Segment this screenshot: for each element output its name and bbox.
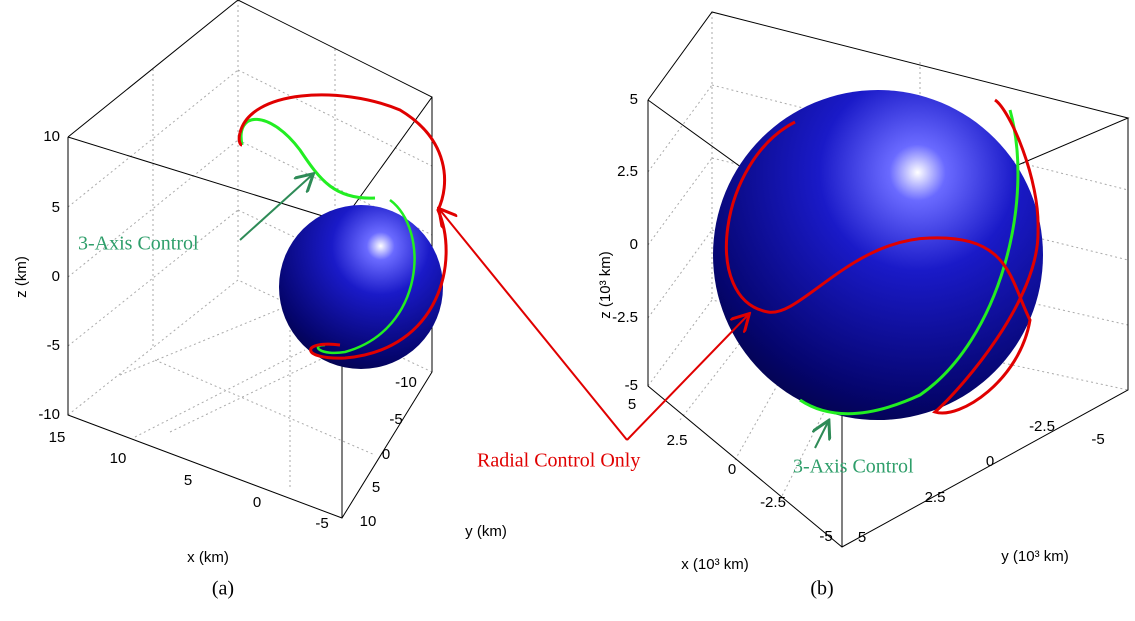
annotation: Radial Control Only: [477, 450, 640, 472]
tick-label: 5: [630, 91, 638, 108]
trajectory-3axis: [316, 199, 416, 355]
tick-label: 2.5: [667, 432, 688, 449]
tick-label: 5: [858, 529, 866, 546]
trajectory-3axis: [239, 117, 376, 200]
tick-label: -2.5: [1029, 418, 1055, 435]
tick-label: 5: [372, 479, 380, 496]
tick-label: 0: [728, 461, 736, 478]
tick-label: 5: [628, 396, 636, 413]
tick-label: 2.5: [925, 489, 946, 506]
tick-label: 0: [52, 268, 60, 285]
trajectory-radial: [725, 98, 1040, 415]
axis-label: z (10³ km): [597, 251, 614, 319]
tick-label: -2.5: [760, 494, 786, 511]
trajectory-radial: [237, 132, 243, 147]
annotation: 3-Axis Control: [78, 233, 199, 255]
tick-label: -5: [625, 377, 638, 394]
sphere: [713, 90, 1043, 420]
tick-label: -10: [395, 374, 417, 391]
caption: (b): [810, 578, 833, 600]
tick-label: -5: [47, 337, 60, 354]
arrow: [626, 315, 748, 441]
tick-label: 10: [110, 450, 127, 467]
arrow: [815, 422, 828, 449]
tick-label: 10: [360, 513, 377, 530]
axis-label: x (10³ km): [681, 556, 749, 573]
tick-label: 0: [986, 453, 994, 470]
tick-label: 5: [52, 199, 60, 216]
tick-label: 10: [43, 128, 60, 145]
tick-label: 0: [630, 236, 638, 253]
tick-label: -5: [389, 411, 402, 428]
annotation: 3-Axis Control: [793, 456, 914, 478]
arrow: [440, 210, 628, 441]
tick-label: 0: [382, 446, 390, 463]
sphere: [279, 205, 443, 369]
tick-label: -10: [38, 406, 60, 423]
tick-label: -2.5: [612, 309, 638, 326]
axis-label: z (km): [13, 256, 30, 298]
tick-label: 2.5: [617, 163, 638, 180]
tick-label: -5: [819, 528, 832, 545]
trajectory-3axis: [799, 109, 1020, 416]
caption: (a): [212, 578, 234, 600]
tick-label: 0: [253, 494, 261, 511]
tick-label: 15: [49, 429, 66, 446]
arrow: [239, 175, 312, 241]
tick-label: -5: [315, 515, 328, 532]
tick-label: 5: [184, 472, 192, 489]
tick-label: -5: [1091, 431, 1104, 448]
axis-label: y (10³ km): [1001, 548, 1069, 565]
axis-label: y (km): [465, 523, 507, 540]
axis-label: x (km): [187, 549, 229, 566]
